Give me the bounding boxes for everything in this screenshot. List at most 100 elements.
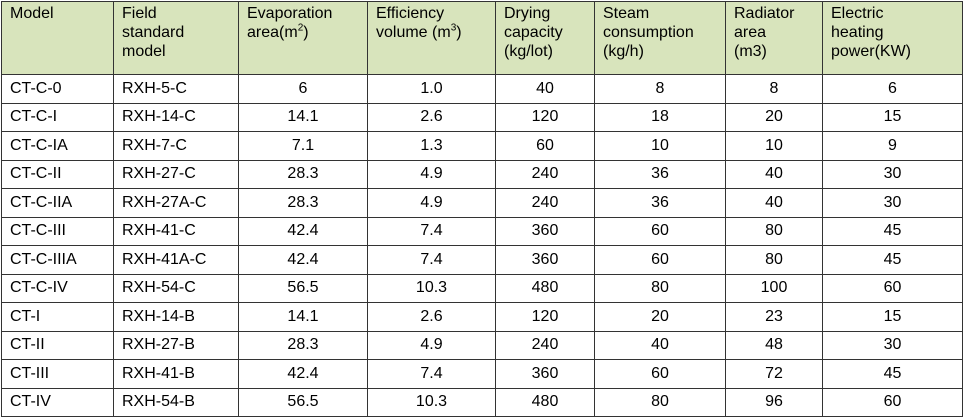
table-cell: CT-C-IV xyxy=(1,273,114,303)
table-cell: CT-I xyxy=(1,302,114,332)
table-header: Model Field standard model Evaporation area(m… xyxy=(1,1,963,75)
table-cell: 15 xyxy=(822,102,963,132)
table-cell: 28.3 xyxy=(238,159,368,189)
table-cell: 60 xyxy=(822,273,963,303)
header-row: Model Field standard model Evaporation area(m… xyxy=(1,1,963,75)
table-cell: 30 xyxy=(822,330,963,360)
table-cell: 36 xyxy=(594,159,726,189)
table-cell: 240 xyxy=(495,330,595,360)
table-cell: 60 xyxy=(495,131,595,161)
table-cell: 120 xyxy=(495,302,595,332)
header-cell: Field standard model xyxy=(113,1,239,75)
header-cell: Model xyxy=(1,1,114,75)
table-cell: CT-C-IIA xyxy=(1,188,114,218)
table-cell: 10 xyxy=(725,131,823,161)
table-row: CT-C-I RXH-14-C 14.1 2.6 120 18 20 15 xyxy=(1,102,963,132)
table-cell: 480 xyxy=(495,273,595,303)
table-cell: 360 xyxy=(495,359,595,389)
header-line ln: Radiator xyxy=(734,5,795,22)
header-line ln: Steam xyxy=(603,5,650,22)
table-cell: 60 xyxy=(594,245,726,275)
table-cell: 56.5 xyxy=(238,273,368,303)
header-line ln: Model xyxy=(10,5,54,22)
table-cell: 72 xyxy=(725,359,823,389)
table-cell: CT-IV xyxy=(1,387,114,417)
header-line ln: (m3) xyxy=(734,43,767,60)
table-row: CT-III RXH-41-B 42.4 7.4 360 60 72 45 xyxy=(1,359,963,389)
table-cell: RXH-27A-C xyxy=(113,188,239,218)
table-cell: 30 xyxy=(822,159,963,189)
table-cell: 360 xyxy=(495,216,595,246)
table-cell: CT-C-0 xyxy=(1,74,114,104)
table-cell: 6 xyxy=(822,74,963,104)
table-cell: 60 xyxy=(594,359,726,389)
header-line ln: Electric xyxy=(831,5,884,22)
table-cell: RXH-5-C xyxy=(113,74,239,104)
table-cell: 45 xyxy=(822,245,963,275)
table-row: CT-C-IIIA RXH-41A-C 42.4 7.4 360 60 80 45 xyxy=(1,245,963,275)
table-cell: 7.4 xyxy=(367,216,496,246)
table-cell: 6 xyxy=(238,74,368,104)
table-cell: 40 xyxy=(725,188,823,218)
table-cell: 1.0 xyxy=(367,74,496,104)
table-cell: 80 xyxy=(594,273,726,303)
table-cell: CT-C-III xyxy=(1,216,114,246)
table-cell: 14.1 xyxy=(238,102,368,132)
table-cell: 2.6 xyxy=(367,302,496,332)
table-cell: 23 xyxy=(725,302,823,332)
table-cell: RXH-14-C xyxy=(113,102,239,132)
table-cell: 36 xyxy=(594,188,726,218)
header-text: area(m xyxy=(247,24,298,41)
table-cell: 9 xyxy=(822,131,963,161)
header-line: area(m2) xyxy=(247,23,359,42)
table-row: CT-C-IA RXH-7-C 7.1 1.3 60 10 10 9 xyxy=(1,131,963,161)
table-cell: 40 xyxy=(594,330,726,360)
table-cell: 240 xyxy=(495,188,595,218)
table-cell: 45 xyxy=(822,216,963,246)
table-cell: 15 xyxy=(822,302,963,332)
table-cell: 4.9 xyxy=(367,159,496,189)
table-row: CT-C-II RXH-27-C 28.3 4.9 240 36 40 30 xyxy=(1,159,963,189)
header-line ln: standard xyxy=(122,24,185,41)
table-cell: CT-C-IIIA xyxy=(1,245,114,275)
header-line ln: Efficiency xyxy=(376,5,445,22)
header-cell: Drying capacity (kg/lot) xyxy=(495,1,595,75)
table-cell: 2.6 xyxy=(367,102,496,132)
table-cell: CT-C-I xyxy=(1,102,114,132)
table-cell: CT-C-II xyxy=(1,159,114,189)
header-line ln: area xyxy=(734,24,767,41)
table-cell: 14.1 xyxy=(238,302,368,332)
table-cell: 100 xyxy=(725,273,823,303)
table-cell: 42.4 xyxy=(238,216,368,246)
header-line ln: model xyxy=(122,43,166,60)
table-cell: 30 xyxy=(822,188,963,218)
table-cell: 40 xyxy=(725,159,823,189)
table-cell: CT-C-IA xyxy=(1,131,114,161)
table-cell: 8 xyxy=(725,74,823,104)
table-row: CT-C-0 RXH-5-C 6 1.0 40 8 8 6 xyxy=(1,74,963,104)
header-text: volume (m xyxy=(376,24,451,41)
header-cell: Efficiency volume (m3) xyxy=(367,1,496,75)
table-cell: RXH-54-B xyxy=(113,387,239,417)
table-cell: 7.4 xyxy=(367,245,496,275)
table-cell: RXH-27-C xyxy=(113,159,239,189)
table-row: CT-I RXH-14-B 14.1 2.6 120 20 23 15 xyxy=(1,302,963,332)
table-row: CT-II RXH-27-B 28.3 4.9 240 40 48 30 xyxy=(1,330,963,360)
table-cell: 48 xyxy=(725,330,823,360)
table-cell: CT-II xyxy=(1,330,114,360)
table-cell: 240 xyxy=(495,159,595,189)
table-cell: 80 xyxy=(725,245,823,275)
table-cell: 42.4 xyxy=(238,245,368,275)
table-cell: 80 xyxy=(725,216,823,246)
header-line ln: Evaporation xyxy=(247,5,333,22)
header-line ln: consumption xyxy=(603,24,694,41)
header-line ln: (kg/lot) xyxy=(504,43,553,60)
table-cell: 80 xyxy=(594,387,726,417)
table-body: CT-C-0 RXH-5-C 6 1.0 40 8 8 6 CT-C-I RXH-14-C 14.1… xyxy=(1,74,963,417)
table-cell: 96 xyxy=(725,387,823,417)
header-line: volume (m3) xyxy=(376,23,487,42)
table-cell: 20 xyxy=(725,102,823,132)
table-cell: RXH-41-C xyxy=(113,216,239,246)
